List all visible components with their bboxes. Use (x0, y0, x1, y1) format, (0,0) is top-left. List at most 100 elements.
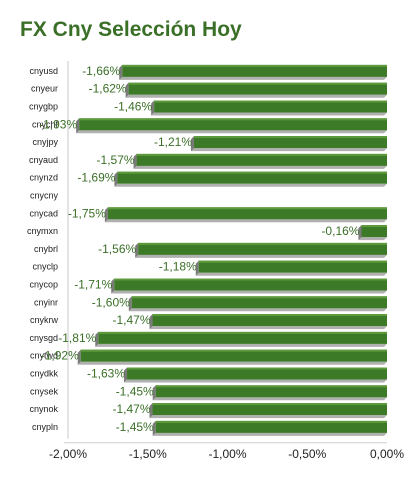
bar-face (80, 349, 387, 362)
chart-title: FX Cny Selección Hoy (20, 18, 242, 41)
category-label: cnybrl (34, 244, 58, 254)
category-label: cnypln (32, 422, 58, 432)
bar (114, 171, 387, 187)
data-label: -1,57% (97, 153, 135, 167)
bar-highlight (98, 331, 388, 334)
bar-highlight (155, 385, 387, 388)
bar-side (77, 349, 81, 365)
bar-highlight (155, 420, 387, 423)
x-tick-label: -1,00% (208, 447, 246, 461)
bar-face (136, 153, 387, 166)
category-label: cnyclp (32, 262, 58, 272)
bar-highlight (114, 278, 387, 281)
bar-face (131, 296, 387, 309)
bar-side (124, 367, 128, 383)
bar-side (133, 153, 137, 169)
bar-shadow (149, 415, 387, 419)
category-label: cnynzd (29, 173, 58, 183)
data-label: -1,66% (82, 64, 120, 78)
bar-side (95, 331, 99, 347)
bar (128, 296, 388, 312)
bar-shadow (135, 254, 387, 258)
bar-shadow (111, 290, 387, 294)
category-label: cnygbp (29, 102, 58, 112)
category-label: cnycad (29, 208, 58, 218)
bar (133, 153, 387, 169)
bar (95, 331, 388, 347)
bar-shadow (95, 343, 388, 347)
bar-highlight (198, 260, 387, 263)
category-label: cnycny (30, 191, 59, 201)
bar-side (149, 403, 153, 419)
category-label: cnyjpy (32, 137, 58, 147)
data-label: -1,71% (74, 278, 112, 292)
category-label: cnysek (30, 386, 59, 396)
data-label: -1,56% (98, 242, 136, 256)
x-tick-label: -2,00% (49, 447, 87, 461)
bar-face (198, 260, 387, 273)
bar-face (79, 118, 387, 131)
bar-face (361, 225, 387, 238)
category-label: cnytwd (30, 351, 58, 361)
category-label: cnydkk (30, 369, 59, 379)
category-label: cnychf (32, 119, 59, 129)
bar-side (152, 385, 156, 401)
bar-side (114, 171, 118, 187)
bar (111, 278, 387, 294)
bar (152, 385, 387, 401)
bar (149, 403, 387, 419)
data-label: -1,47% (113, 313, 151, 327)
bar-face (117, 171, 387, 184)
bar-face (194, 136, 387, 149)
bar-shadow (104, 219, 387, 223)
bar (135, 242, 387, 258)
category-label: cnyeur (31, 84, 58, 94)
bar (76, 118, 387, 134)
x-tick-label: -0,50% (288, 447, 326, 461)
bar (149, 314, 387, 330)
bar-side (152, 420, 156, 436)
bar-highlight (154, 100, 387, 103)
bar-highlight (138, 242, 387, 245)
bar-highlight (117, 171, 387, 174)
bar-face (107, 207, 387, 220)
bar-side (135, 242, 139, 258)
bar-highlight (361, 225, 387, 228)
category-label: cnykrw (30, 315, 59, 325)
bar-face (155, 385, 387, 398)
category-label: cnysgd (29, 333, 58, 343)
bar-highlight (80, 349, 387, 352)
bar-side (151, 100, 155, 116)
data-label: -1,63% (87, 367, 125, 381)
bar-highlight (107, 207, 387, 210)
data-label: -1,45% (116, 384, 154, 398)
bar-highlight (194, 136, 387, 139)
data-label: -1,69% (77, 171, 115, 185)
category-label: cnycop (29, 280, 58, 290)
bar-highlight (136, 153, 387, 156)
data-label: -1,21% (154, 135, 192, 149)
bar-shadow (125, 94, 388, 98)
bar-shadow (151, 112, 387, 116)
bar-face (98, 331, 388, 344)
bar-side (111, 278, 115, 294)
bar-layer (76, 64, 388, 436)
bar (77, 349, 387, 365)
bar-face (155, 420, 387, 433)
data-label: -1,47% (113, 402, 151, 416)
bar-shadow (114, 183, 387, 187)
bar-side (358, 225, 362, 241)
bar (151, 100, 387, 116)
category-label: cnymxn (27, 226, 58, 236)
bar-highlight (79, 118, 387, 121)
bar-side (191, 136, 195, 152)
bar-highlight (122, 64, 387, 67)
bar-shadow (124, 379, 387, 383)
bar-highlight (131, 296, 387, 299)
data-label: -0,16% (321, 224, 359, 238)
data-label: -1,60% (92, 295, 130, 309)
bar-face (114, 278, 387, 291)
bar-highlight (152, 314, 387, 317)
bar-shadow (149, 326, 387, 330)
